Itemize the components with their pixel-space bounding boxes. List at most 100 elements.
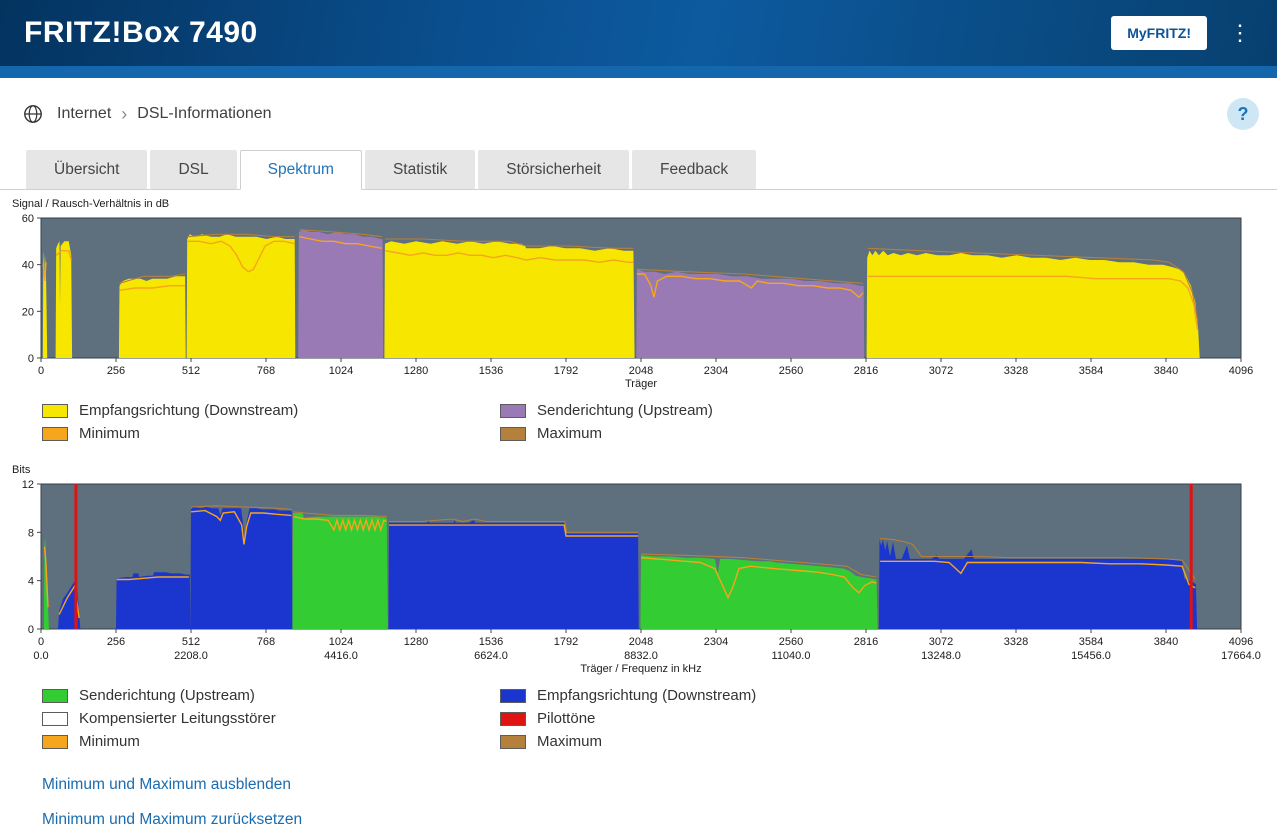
legend-item-empfangsrichtung-downstream: Empfangsrichtung (Downstream)	[42, 402, 500, 419]
link-minimum-und-maximum-zurucksetzen[interactable]: Minimum und Maximum zurücksetzen	[42, 811, 303, 828]
legend-item-kompensierter-leitungsstorer: Kompensierter Leitungsstörer	[42, 710, 500, 727]
line-minimum	[389, 524, 639, 537]
help-button[interactable]: ?	[1227, 98, 1259, 130]
kebab-menu-icon[interactable]: ⋮	[1229, 20, 1251, 45]
line-maximum	[880, 537, 1196, 580]
line-minimum	[636, 273, 864, 299]
line-minimum	[190, 509, 292, 545]
area-empfangsrichtung-downstream	[118, 276, 186, 358]
x-tick-label: 3584	[1079, 636, 1103, 648]
tab-storsicherheit[interactable]: Störsicherheit	[478, 150, 629, 190]
line-maximum	[187, 233, 295, 238]
x-tick-label: 1280	[404, 636, 428, 648]
x-tick-label: 2304	[704, 365, 728, 377]
x-tick-label: 3328	[1004, 365, 1028, 377]
line-maximum	[636, 268, 864, 284]
snr-chart-block: Signal / Rausch-Verhältnis in dB 0 256 512…	[0, 198, 1277, 442]
pilot-tone	[74, 484, 78, 629]
line-minimum	[640, 557, 877, 600]
freq-tick-label: 2208.0	[174, 650, 208, 662]
line-minimum	[116, 576, 189, 581]
app-title: FRITZ!Box 7490	[24, 16, 258, 49]
bits-chart: 0 256 512 768 1024 1280 1536 1792 2048 2304 2560 28…	[22, 479, 1261, 675]
legend-label: Maximum	[537, 425, 603, 442]
freq-tick-label: 8832.0	[624, 650, 658, 662]
freq-tick-label: 13248.0	[921, 650, 961, 662]
x-tick-label: 2560	[779, 636, 803, 648]
snr-chart: 0 256 512 768 1024 1280 1536 1792 2048 2304 2560 28…	[22, 213, 1253, 390]
legend-swatch-minimum	[42, 734, 68, 749]
line-minimum	[384, 250, 634, 264]
x-tick-label: 768	[257, 636, 275, 648]
y-tick-label: 12	[22, 479, 34, 491]
legend-item-maximum: Maximum	[500, 425, 1277, 442]
y-tick-label: 0	[28, 624, 34, 636]
legend-label: Senderichtung (Upstream)	[537, 402, 713, 419]
legend-swatch-senderichtung-upstream	[500, 403, 526, 418]
snr-y-axis-title: Signal / Rausch-Verhältnis in dB	[12, 198, 170, 210]
legend-swatch-pilottone	[500, 711, 526, 726]
x-tick-label: 2816	[854, 636, 878, 648]
tab-dsl[interactable]: DSL	[150, 150, 237, 190]
line-minimum	[299, 236, 383, 249]
legend-item-senderichtung-upstream: Senderichtung (Upstream)	[42, 687, 500, 704]
myfritz-button[interactable]: MyFRITZ!	[1111, 16, 1207, 50]
snr-legend: Empfangsrichtung (Downstream) Senderichtu…	[42, 402, 1277, 442]
tab-ubersicht[interactable]: Übersicht	[26, 150, 148, 190]
legend-label: Empfangsrichtung (Downstream)	[537, 687, 757, 704]
tab-bar: Übersicht DSL Spektrum Statistik Störsicherh…	[0, 150, 1277, 190]
x-tick-label: 2048	[629, 365, 653, 377]
line-minimum	[55, 250, 72, 261]
freq-tick-label: 15456.0	[1071, 650, 1111, 662]
legend-label: Pilottöne	[537, 710, 596, 727]
x-tick-label: 3840	[1154, 365, 1178, 377]
breadcrumb-item-dsl-informationen: DSL-Informationen	[137, 105, 272, 122]
tab-spektrum[interactable]: Spektrum	[239, 150, 362, 190]
line-maximum	[299, 229, 383, 238]
breadcrumb-item-internet[interactable]: Internet	[57, 105, 112, 122]
line-minimum	[42, 262, 47, 282]
x-tick-label: 2560	[779, 365, 803, 377]
x-tick-label: 3328	[1004, 636, 1028, 648]
legend-label: Senderichtung (Upstream)	[79, 687, 255, 704]
x-tick-label: 512	[182, 636, 200, 648]
globe-icon	[24, 105, 42, 123]
tab-feedback[interactable]: Feedback	[632, 150, 757, 190]
breadcrumb-separator-icon: ›	[121, 103, 128, 124]
line-maximum	[867, 247, 1199, 321]
legend-label: Maximum	[537, 733, 603, 750]
pilot-tone	[1189, 484, 1193, 629]
breadcrumb: Internet › DSL-Informationen ?	[0, 78, 1277, 138]
line-maximum	[389, 518, 639, 533]
freq-tick-label: 17664.0	[1221, 650, 1261, 662]
line-minimum	[867, 275, 1199, 331]
bits-y-axis-title: Bits	[12, 464, 31, 476]
area-empfangsrichtung-downstream	[384, 241, 635, 358]
legend-item-empfangsrichtung-downstream: Empfangsrichtung (Downstream)	[500, 687, 1277, 704]
freq-tick-label: 0.0	[33, 650, 48, 662]
area-empfangsrichtung-downstream	[190, 507, 293, 629]
line-maximum	[293, 511, 387, 518]
tab-statistik[interactable]: Statistik	[364, 150, 476, 190]
x-tick-label: 1536	[479, 365, 503, 377]
content: Signal / Rausch-Verhältnis in dB 0 256 512…	[0, 198, 1277, 829]
line-minimum	[119, 284, 186, 291]
x-axis-title: Träger / Frequenz in kHz	[580, 663, 701, 675]
bits-legend: Senderichtung (Upstream) Empfangsrichtung…	[42, 687, 1277, 750]
legend-swatch-maximum	[500, 426, 526, 441]
x-tick-label: 1792	[554, 365, 578, 377]
x-tick-label: 512	[182, 365, 200, 377]
x-tick-label: 1024	[329, 636, 353, 648]
chart-action-links: Minimum und Maximum ausblenden Minimum un…	[42, 776, 1277, 829]
link-minimum-und-maximum-ausblenden[interactable]: Minimum und Maximum ausblenden	[42, 776, 291, 793]
line-minimum	[43, 546, 49, 608]
x-tick-label: 2304	[704, 636, 728, 648]
legend-label: Kompensierter Leitungsstörer	[79, 710, 276, 727]
legend-swatch-empfangsrichtung-downstream	[500, 688, 526, 703]
y-tick-label: 0	[28, 353, 34, 365]
header-accent-strip	[0, 66, 1277, 78]
legend-item-pilottone: Pilottöne	[500, 710, 1277, 727]
x-tick-label: 4096	[1229, 365, 1253, 377]
line-minimum	[293, 515, 387, 533]
area-empfangsrichtung-downstream	[55, 241, 73, 358]
